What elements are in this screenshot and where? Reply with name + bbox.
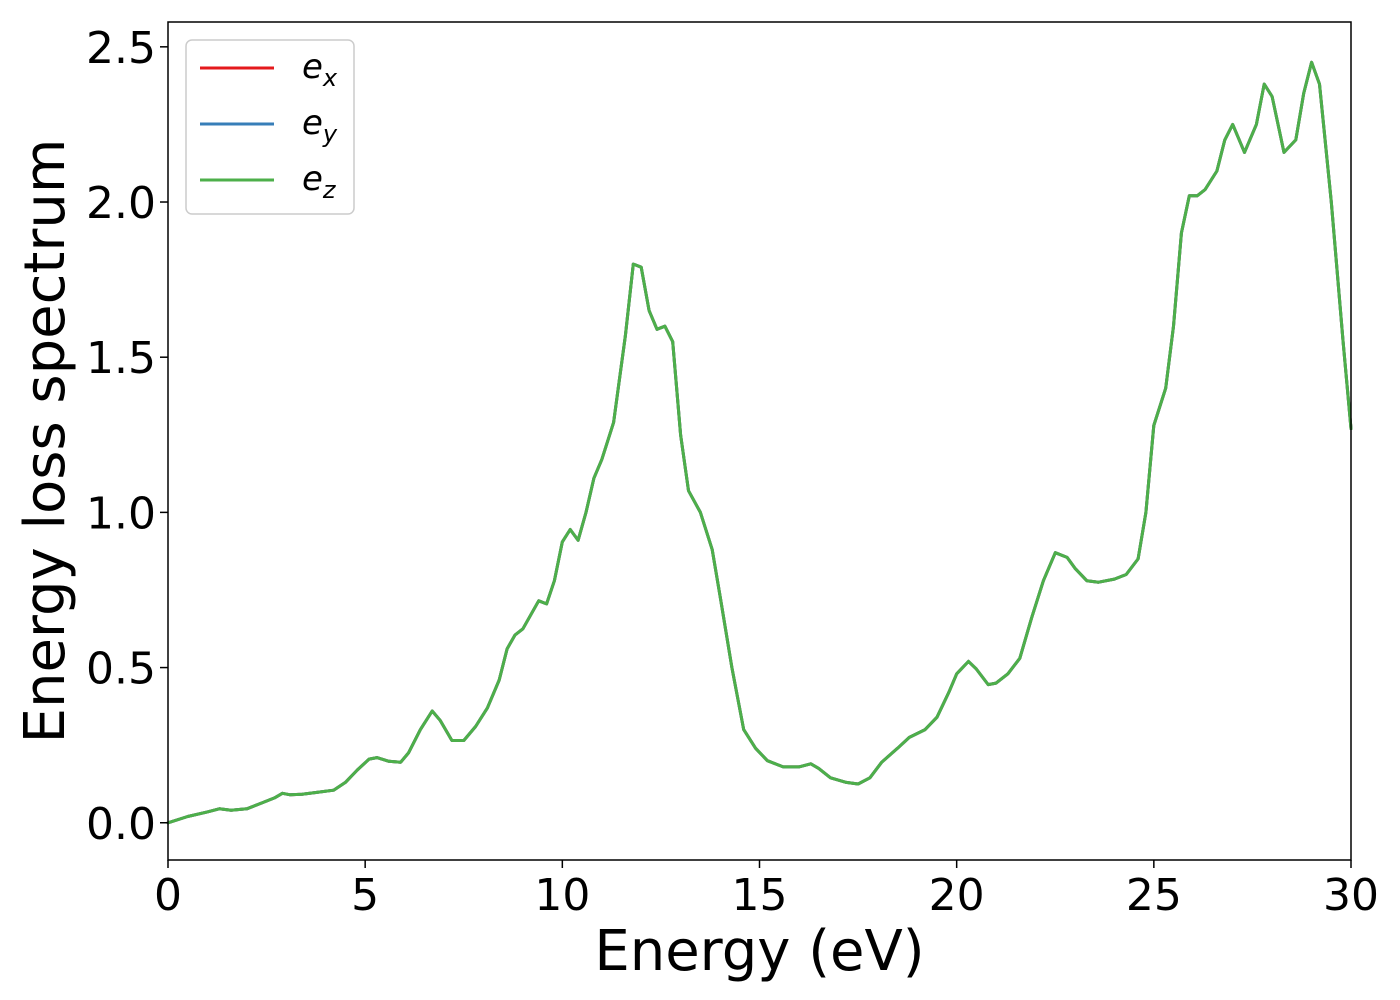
legend-label-x: ex [302, 47, 338, 92]
x-tick-label: 5 [351, 870, 379, 921]
legend-box [185, 39, 355, 215]
y-tick-label: 1.0 [86, 488, 156, 539]
y-tick-label: 1.5 [86, 333, 156, 384]
x-tick-label: 15 [732, 870, 788, 921]
y-axis: 0.0 0.5 1.0 1.5 2.0 2.5 [86, 23, 168, 850]
x-tick-label: 20 [929, 870, 985, 921]
y-tick-label: 2.5 [86, 23, 156, 74]
x-tick-label: 30 [1323, 870, 1379, 921]
x-tick-label: 0 [154, 870, 182, 921]
legend-label-y: ey [302, 103, 338, 148]
x-tick-label: 25 [1126, 870, 1182, 921]
y-tick-label: 2.0 [86, 178, 156, 229]
y-tick-label: 0.5 [86, 644, 156, 695]
series-line-ez [166, 60, 1353, 825]
y-tick-label: 0.0 [86, 799, 156, 850]
series-layer [166, 60, 1353, 825]
legend-label-z: ez [302, 159, 337, 204]
x-axis-title: Energy (eV) [594, 919, 924, 984]
x-tick-label: 10 [534, 870, 590, 921]
legend: ex ey ez [185, 39, 355, 215]
x-axis: 0 5 10 15 20 25 30 [154, 860, 1379, 921]
y-axis-title: Energy loss spectrum [13, 139, 78, 744]
